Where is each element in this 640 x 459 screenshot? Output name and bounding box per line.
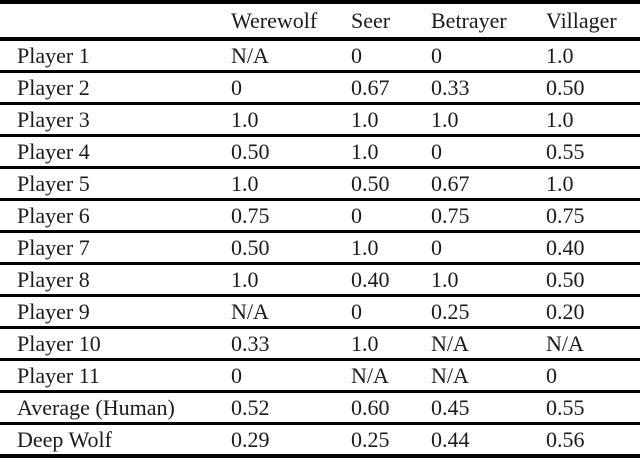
cell-value: 0.52 — [230, 390, 350, 424]
cell-value: N/A — [545, 326, 640, 360]
cell-value: N/A — [430, 326, 545, 360]
cell-value: N/A — [350, 358, 430, 392]
cell-value: 0.25 — [350, 422, 430, 456]
cell-value: 0.50 — [545, 70, 640, 104]
cell-value: 0 — [350, 294, 430, 328]
cell-value: 0.60 — [350, 390, 430, 424]
table-row: Player 10 0.33 1.0 N/A N/A — [0, 326, 640, 360]
cell-value: 0 — [430, 230, 545, 264]
cell-value: 0.29 — [230, 422, 350, 456]
table-row: Player 1 N/A 0 0 1.0 — [0, 37, 640, 72]
table-row: Deep Wolf 0.29 0.25 0.44 0.56 — [0, 422, 640, 456]
cell-value: 0.75 — [430, 198, 545, 232]
cell-value: 1.0 — [430, 102, 545, 136]
table-row: Player 9 N/A 0 0.25 0.20 — [0, 294, 640, 328]
cell-value: 0 — [230, 358, 350, 392]
cell-value: 1.0 — [350, 134, 430, 168]
cell-value: 1.0 — [350, 326, 430, 360]
row-label: Player 9 — [0, 294, 230, 328]
row-label: Average (Human) — [0, 390, 230, 424]
header-row: Werewolf Seer Betrayer Villager — [0, 2, 640, 41]
cell-value: 0.33 — [430, 70, 545, 104]
corner-header — [0, 2, 230, 41]
table-row: Player 3 1.0 1.0 1.0 1.0 — [0, 102, 640, 136]
cell-value: 0 — [545, 358, 640, 392]
cell-value: 0.67 — [430, 166, 545, 200]
row-label: Player 10 — [0, 326, 230, 360]
cell-value: 0.25 — [430, 294, 545, 328]
row-label: Player 7 — [0, 230, 230, 264]
cell-value: 1.0 — [350, 230, 430, 264]
cell-value: 0 — [350, 37, 430, 72]
table-row: Average (Human) 0.52 0.60 0.45 0.55 — [0, 390, 640, 424]
column-header: Werewolf — [230, 2, 350, 41]
cell-value: N/A — [230, 37, 350, 72]
row-label: Deep Wolf — [0, 422, 230, 456]
cell-value: 0.55 — [545, 390, 640, 424]
table-row: Player 6 0.75 0 0.75 0.75 — [0, 198, 640, 232]
cell-value: 0.44 — [430, 422, 545, 456]
row-label: Player 2 — [0, 70, 230, 104]
table-row: Player 7 0.50 1.0 0 0.40 — [0, 230, 640, 264]
table-row: Player 8 1.0 0.40 1.0 0.50 — [0, 262, 640, 296]
row-label: Player 8 — [0, 262, 230, 296]
cell-value: 0.67 — [350, 70, 430, 104]
column-header: Villager — [545, 2, 640, 41]
cell-value: 0.50 — [350, 166, 430, 200]
cell-value: 0.55 — [545, 134, 640, 168]
row-label: Player 5 — [0, 166, 230, 200]
cell-value: 1.0 — [430, 262, 545, 296]
cell-value: N/A — [430, 358, 545, 392]
row-label: Player 6 — [0, 198, 230, 232]
cell-value: 1.0 — [545, 102, 640, 136]
cell-value: 0.45 — [430, 390, 545, 424]
cell-value: 0.50 — [545, 262, 640, 296]
cell-value: 1.0 — [350, 102, 430, 136]
column-header: Betrayer — [430, 2, 545, 41]
cell-value: 0.56 — [545, 422, 640, 456]
table-row: Player 4 0.50 1.0 0 0.55 — [0, 134, 640, 168]
table-row: Player 11 0 N/A N/A 0 — [0, 358, 640, 392]
cell-value: 0.40 — [545, 230, 640, 264]
column-header: Seer — [350, 2, 430, 41]
row-label: Player 11 — [0, 358, 230, 392]
table-body: Player 1 N/A 0 0 1.0 Player 2 0 0.67 0.33 0.50 Pla… — [0, 37, 640, 456]
cell-value: 1.0 — [545, 37, 640, 72]
cell-value: 0.75 — [230, 198, 350, 232]
cell-value: 0.50 — [230, 134, 350, 168]
cell-value: 1.0 — [230, 102, 350, 136]
table-row: Player 2 0 0.67 0.33 0.50 — [0, 70, 640, 104]
cell-value: 0 — [230, 70, 350, 104]
cell-value: 0 — [430, 37, 545, 72]
cell-value: 1.0 — [230, 262, 350, 296]
cell-value: 0.75 — [545, 198, 640, 232]
row-label: Player 1 — [0, 37, 230, 72]
cell-value: 1.0 — [545, 166, 640, 200]
cell-value: 0 — [430, 134, 545, 168]
row-label: Player 3 — [0, 102, 230, 136]
cell-value: 0.40 — [350, 262, 430, 296]
cell-value: 1.0 — [230, 166, 350, 200]
cell-value: 0.33 — [230, 326, 350, 360]
cell-value: 0.50 — [230, 230, 350, 264]
row-label: Player 4 — [0, 134, 230, 168]
table-row: Player 5 1.0 0.50 0.67 1.0 — [0, 166, 640, 200]
cell-value: 0.20 — [545, 294, 640, 328]
cell-value: N/A — [230, 294, 350, 328]
cell-value: 0 — [350, 198, 430, 232]
